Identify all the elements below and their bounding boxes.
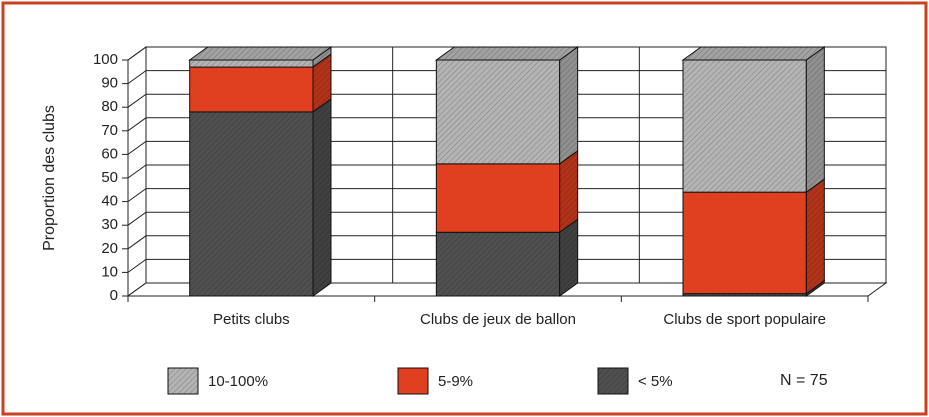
y-tick-label: 0 (110, 287, 118, 304)
x-tick-label: Clubs de jeux de ballon (420, 311, 576, 328)
legend-label: < 5% (638, 373, 673, 390)
annotation: N = 75 (780, 372, 828, 389)
grid-line (127, 140, 886, 155)
bar-top-hatch (683, 47, 825, 60)
y-tick-label: 60 (101, 145, 118, 162)
bar-front (435, 163, 561, 233)
grid-line (127, 164, 886, 179)
legend-swatch-hatch (168, 368, 198, 394)
bar-segment (189, 53, 332, 113)
bar-segment (435, 149, 579, 234)
bar-front (682, 191, 807, 295)
bar-front (189, 66, 314, 113)
legend-label: 10-100% (208, 373, 268, 390)
bar-side-hatch (806, 179, 825, 294)
bar-top-hatch (189, 47, 331, 60)
legend-label: 5-9% (438, 373, 473, 390)
grid-line (127, 117, 886, 132)
legend-swatch (397, 367, 429, 395)
bar-hatch (683, 293, 807, 296)
bar-hatch (189, 60, 313, 68)
bar-segment (189, 97, 332, 297)
bar-segment (434, 46, 580, 165)
bar-segment (435, 218, 579, 297)
y-tick-label: 70 (101, 122, 118, 139)
y-axis-label: Proportion des clubs (41, 105, 58, 251)
bar-segment (682, 178, 825, 295)
grid-line (127, 258, 886, 273)
y-tick-label: 10 (101, 263, 118, 280)
bar-side-hatch (559, 150, 578, 233)
legend-swatch-hatch (598, 368, 628, 394)
bar-segment (188, 46, 333, 69)
y-tick-label: 50 (101, 169, 118, 186)
grid-line (127, 188, 886, 203)
bar-hatch (683, 60, 807, 193)
bar-side-hatch (559, 219, 578, 296)
x-tick-label: Petits clubs (213, 311, 290, 328)
y-tick-label: 40 (101, 193, 118, 210)
grid-line (127, 235, 886, 250)
y-tick-label: 100 (93, 51, 118, 68)
bar-side-hatch (806, 47, 825, 193)
bar-hatch (189, 111, 313, 296)
y-tick-label: 90 (101, 75, 118, 92)
bar-side-hatch (313, 54, 331, 112)
grid-line (127, 46, 886, 61)
bar-side-hatch (313, 47, 331, 68)
bar-side-hatch (313, 98, 331, 296)
grid-line (127, 70, 886, 85)
bar-top-hatch (436, 47, 578, 60)
bar-hatch (436, 60, 560, 164)
y-tick-label: 20 (101, 240, 118, 257)
bar-side-hatch (559, 47, 578, 164)
y-tick-label: 30 (101, 216, 118, 233)
bar-segment (681, 46, 826, 194)
grid-line (127, 211, 886, 226)
grid-line (127, 93, 886, 108)
x-tick-label: Clubs de sport populaire (663, 311, 826, 328)
bar-hatch (436, 232, 560, 296)
y-tick-label: 80 (101, 98, 118, 115)
